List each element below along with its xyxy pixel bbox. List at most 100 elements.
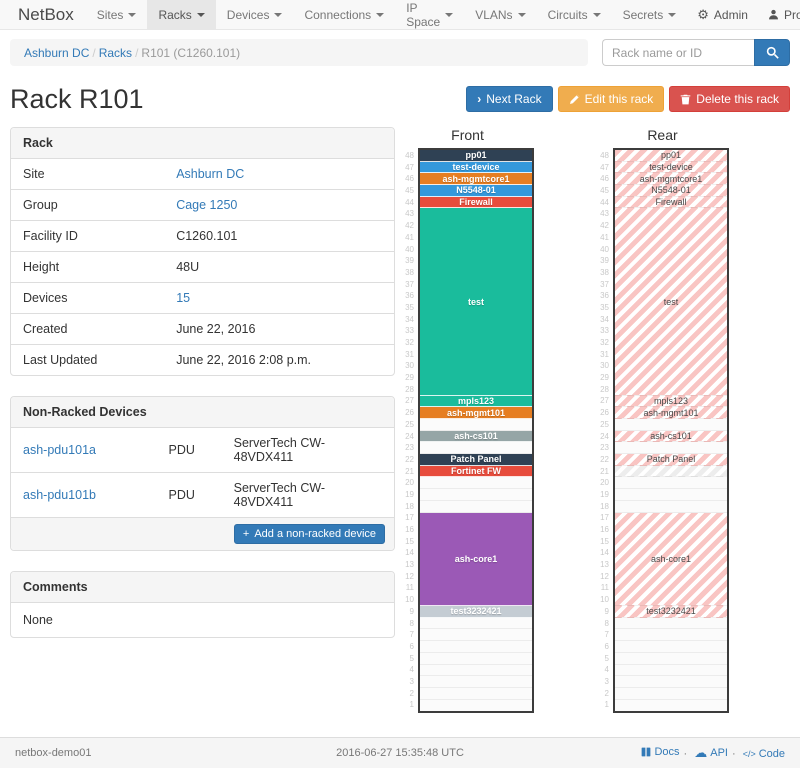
- footer-links: Docs · ☁ API · </> Code: [528, 746, 785, 760]
- rack-slot-empty: [615, 419, 727, 431]
- unit-number: 42: [405, 221, 414, 231]
- rack-attr-value: C1260.101: [164, 220, 394, 252]
- docs-link[interactable]: Docs: [641, 746, 680, 758]
- non-racked-body: ash-pdu101a PDU ServerTech CW-48VDX411 ash-…: [11, 428, 394, 517]
- unit-number: 11: [600, 583, 609, 593]
- nav-link-circuits[interactable]: Circuits: [537, 0, 612, 29]
- caret-down-icon: [445, 12, 454, 17]
- nav-label: Connections: [304, 7, 372, 22]
- rack-device-pp01-rear[interactable]: pp01: [615, 150, 727, 162]
- rack-device-mpls123-rear[interactable]: mpls123: [615, 395, 727, 408]
- rack-device-patch-panel-rear[interactable]: Patch Panel: [615, 454, 727, 466]
- unit-number: 7: [604, 630, 609, 640]
- add-non-racked-device-button[interactable]: + Add a non-racked device: [233, 524, 385, 544]
- nav-item-profile[interactable]: Profile: [758, 8, 800, 22]
- unit-number: 43: [600, 209, 609, 219]
- rack-device-test-device-rear[interactable]: test-device: [615, 161, 727, 174]
- rack-device-ash-mgmt101-front[interactable]: ash-mgmt101: [420, 407, 532, 419]
- left-column: Rack Site Ashburn DC Group Cage 1250 Facilit…: [10, 127, 395, 658]
- rack-device-test-front[interactable]: test: [420, 208, 532, 396]
- rack-device-test3232421-rear[interactable]: test3232421: [615, 606, 727, 618]
- breadcrumb-item-ashburn-dc[interactable]: Ashburn DC: [24, 46, 90, 60]
- rack-device-test-rear[interactable]: test: [615, 208, 727, 396]
- nav-link-ip-space[interactable]: IP Space: [395, 0, 464, 29]
- caret-down-icon: [517, 12, 526, 17]
- unit-number: 20: [600, 478, 609, 488]
- edit-rack-button[interactable]: Edit this rack: [557, 86, 665, 112]
- rack-device-n5548-01-front[interactable]: N5548-01: [420, 185, 532, 197]
- nav-link-sites[interactable]: Sites: [86, 0, 148, 29]
- rack-slot-empty: [420, 652, 532, 665]
- rack-attr-label: Last Updated: [11, 344, 165, 375]
- rack-slot-empty: [615, 617, 727, 630]
- rack-device-test-device-front[interactable]: test-device: [420, 161, 532, 174]
- unit-number: 6: [604, 641, 609, 651]
- front-title: Front: [451, 127, 484, 143]
- rack-elevations: Front 48 47 46 45 44 43 42 41 40 39 38 37 36 35 34 33 32…: [401, 127, 729, 714]
- rack-device-ash-mgmtcore1-rear[interactable]: ash-mgmtcore1: [615, 173, 727, 186]
- unit-number: 31: [600, 349, 609, 359]
- unit-number: 36: [405, 291, 414, 301]
- rack-attr-row: Facility ID C1260.101: [11, 220, 394, 252]
- unit-number: 38: [600, 267, 609, 277]
- rack-device-firewall-front[interactable]: Firewall: [420, 196, 532, 209]
- rack-device-ash-mgmt101-rear[interactable]: ash-mgmt101: [615, 407, 727, 419]
- rack-device-test3232421-front[interactable]: test3232421: [420, 606, 532, 618]
- device-label: test: [467, 296, 484, 307]
- device-label: ash-mgmt101: [446, 407, 506, 418]
- rack-device-patch-panel-front[interactable]: Patch Panel: [420, 454, 532, 466]
- rack-device-ash-cs101-rear[interactable]: ash-cs101: [615, 430, 727, 443]
- nav-link-connections[interactable]: Connections: [293, 0, 395, 29]
- nav-link-secrets[interactable]: Secrets: [612, 0, 688, 29]
- nav-link-devices[interactable]: Devices: [216, 0, 294, 29]
- device-label: ash-core1: [454, 553, 498, 564]
- unit-number: 17: [405, 513, 414, 523]
- title-row: › Next Rack Edit this rack Delete this r…: [0, 84, 800, 115]
- netbox-brand[interactable]: NetBox: [18, 4, 74, 24]
- rack-attr-value: 48U: [164, 251, 394, 283]
- unit-number: 42: [600, 221, 609, 231]
- nav-item-circuits: Circuits: [537, 0, 612, 29]
- rack-slot-empty: [420, 477, 532, 490]
- nav-link-vlans[interactable]: VLANs: [464, 0, 536, 29]
- rack-device-pp01-front[interactable]: pp01: [420, 150, 532, 162]
- device-link-ash-pdu101b[interactable]: ash-pdu101b: [23, 488, 96, 502]
- rack-device-n5548-01-rear[interactable]: N5548-01: [615, 185, 727, 197]
- device-role-cell: PDU: [156, 472, 222, 517]
- code-link[interactable]: </> Code: [742, 748, 786, 761]
- unit-number: 35: [600, 302, 609, 312]
- rack-device-ash-core1-rear[interactable]: ash-core1: [615, 512, 727, 607]
- breadcrumb-item-racks[interactable]: Racks: [98, 46, 133, 60]
- unit-number: 35: [405, 302, 414, 312]
- nav-link-racks[interactable]: Racks: [147, 0, 216, 29]
- rack-device-ash-core1-front[interactable]: ash-core1: [420, 512, 532, 607]
- delete-rack-button[interactable]: Delete this rack: [669, 86, 790, 112]
- breadcrumb-item-r101-c1260-101-: R101 (C1260.101): [141, 46, 241, 60]
- rack-device-fortinet-fw-front[interactable]: Fortinet FW: [420, 465, 532, 478]
- search-button[interactable]: [754, 39, 790, 66]
- page-title: Rack R101: [10, 84, 144, 114]
- unit-number: 1: [409, 700, 414, 710]
- rack-attr-link-devices[interactable]: 15: [176, 291, 191, 305]
- rack-device-fortinet-fw-rear[interactable]: [615, 465, 727, 478]
- rack-attr-value: June 22, 2016 2:08 p.m.: [164, 344, 394, 375]
- next-rack-button[interactable]: › Next Rack: [466, 86, 553, 112]
- unit-number: 48: [405, 151, 414, 160]
- rack-device-ash-mgmtcore1-front[interactable]: ash-mgmtcore1: [420, 173, 532, 186]
- rack-attr-link-group[interactable]: Cage 1250: [176, 198, 238, 212]
- rack-device-firewall-rear[interactable]: Firewall: [615, 196, 727, 209]
- search-input[interactable]: [602, 39, 754, 66]
- device-role-cell: PDU: [168, 443, 195, 457]
- footer-hostname: netbox-demo01: [15, 747, 92, 760]
- device-link-ash-pdu101a[interactable]: ash-pdu101a: [23, 443, 96, 457]
- unit-number: 24: [600, 431, 609, 441]
- rack-device-ash-cs101-front[interactable]: ash-cs101: [420, 430, 532, 443]
- device-label: pp01: [465, 150, 487, 161]
- unit-number: 9: [604, 606, 609, 616]
- unit-number: 28: [600, 384, 609, 394]
- unit-number: 24: [405, 431, 414, 441]
- nav-item-admin[interactable]: ⚙ Admin: [697, 7, 748, 22]
- rack-device-mpls123-front[interactable]: mpls123: [420, 395, 532, 408]
- unit-number: 45: [405, 186, 414, 196]
- rack-attr-link-site[interactable]: Ashburn DC: [176, 167, 245, 181]
